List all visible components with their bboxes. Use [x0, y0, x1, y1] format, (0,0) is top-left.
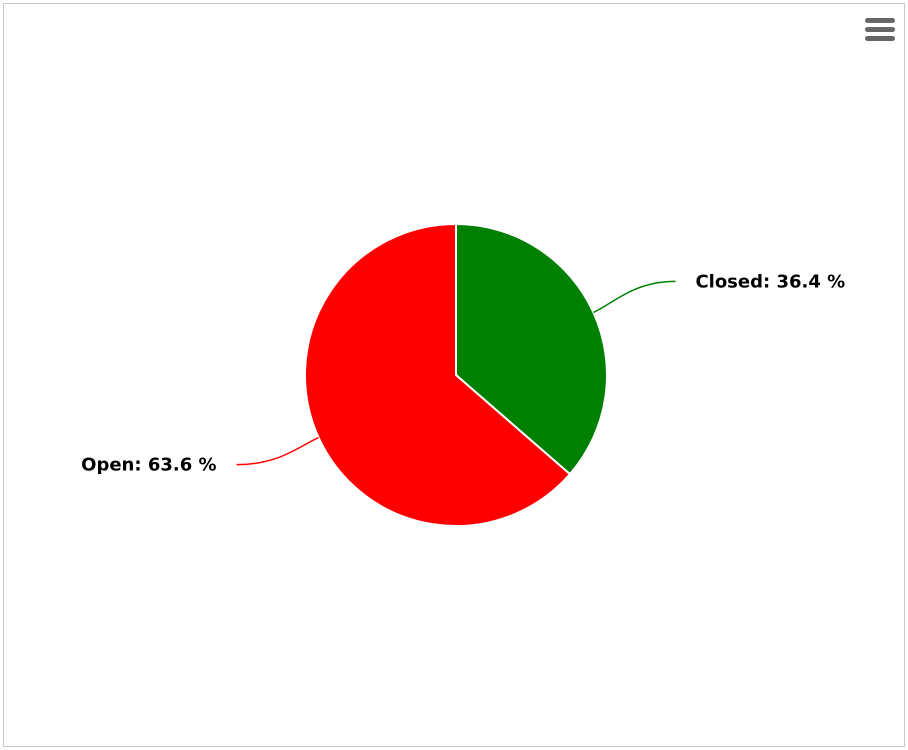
hamburger-menu-icon-bar — [865, 27, 895, 32]
hamburger-menu-icon — [865, 18, 895, 23]
connector-closed — [593, 280, 676, 314]
connector-open — [236, 436, 319, 466]
context-menu-button[interactable] — [862, 14, 898, 48]
pie-slice-open[interactable] — [304, 223, 571, 527]
label-connectors — [236, 280, 676, 466]
data-labels: Closed: 36.4 % Open: 63.6 % — [81, 271, 845, 475]
pie-slices — [304, 223, 608, 527]
pie-slice-closed[interactable] — [455, 223, 608, 476]
hamburger-menu-icon-bar — [865, 36, 895, 41]
data-label-closed: Closed: 36.4 % — [695, 271, 845, 292]
data-label-open: Open: 63.6 % — [81, 455, 216, 476]
